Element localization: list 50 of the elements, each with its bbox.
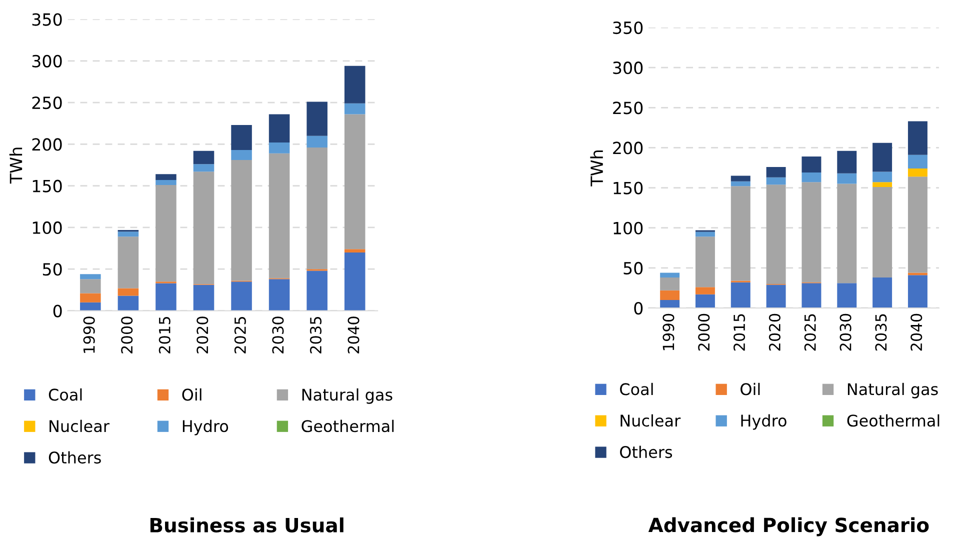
y-tick-label: 150 <box>614 182 643 194</box>
legend-label: Oil <box>182 388 202 401</box>
y-tick-label: 50 <box>624 262 643 274</box>
x-tick-label: 2015 <box>734 314 746 351</box>
legend-label: Nuclear <box>50 420 110 432</box>
x-tick-label: 1990 <box>662 314 674 350</box>
y-tick-label: 250 <box>32 96 62 110</box>
x-tick-label: 2030 <box>840 314 852 351</box>
legend-label: Others <box>48 451 101 464</box>
x-tick-label: 2000 <box>121 316 133 354</box>
text: Business as Usual <box>150 517 344 532</box>
x-tick-label: 2040 <box>910 314 922 351</box>
y-axis-title: TWh <box>590 150 603 186</box>
y-tick-label: 250 <box>613 102 643 114</box>
x-tick-label: 2020 <box>768 314 780 351</box>
legend-label: Natural gas <box>302 388 392 404</box>
y-tick-label: 200 <box>613 142 643 154</box>
y-tick-label: 0 <box>634 302 643 315</box>
legend-label: Hydro <box>182 420 228 436</box>
x-tick-label: 2000 <box>698 314 710 351</box>
x-tick-label: 2025 <box>234 316 246 354</box>
y-tick-label: 350 <box>613 21 643 34</box>
y-tick-label: 300 <box>613 62 643 74</box>
y-tick-label: 100 <box>32 221 62 234</box>
legend-label: Hydro <box>741 414 786 430</box>
x-tick-label: 2035 <box>310 316 322 354</box>
y-tick-label: 0 <box>53 304 62 318</box>
legend-label: Others <box>620 446 672 458</box>
x-tick-label: 2030 <box>272 316 284 354</box>
legend-label: Oil <box>740 382 760 396</box>
legend-label: Nuclear <box>620 414 681 427</box>
y-tick-label: 100 <box>614 222 643 234</box>
legend-label: Coal <box>48 388 82 401</box>
legend-label: Geothermal <box>847 414 940 427</box>
legend-label: Geothermal <box>302 420 394 432</box>
text: Advanced Policy Scenario <box>648 517 929 536</box>
y-tick-label: 200 <box>32 138 62 151</box>
x-tick-label: 2035 <box>875 314 887 351</box>
x-tick-label: 2040 <box>348 316 360 354</box>
x-tick-label: 2020 <box>196 316 208 354</box>
x-tick-label: 1990 <box>83 316 95 353</box>
legend-label: Coal <box>620 382 653 396</box>
y-tick-label: 150 <box>32 180 62 192</box>
y-axis-title: TWh <box>9 148 22 184</box>
legend-label: Natural gas <box>848 382 938 398</box>
x-tick-label: 2015 <box>158 316 170 354</box>
y-tick-label: 50 <box>42 263 62 276</box>
x-tick-label: 2025 <box>804 314 816 351</box>
y-tick-label: 350 <box>32 13 62 26</box>
y-tick-label: 300 <box>32 54 62 68</box>
